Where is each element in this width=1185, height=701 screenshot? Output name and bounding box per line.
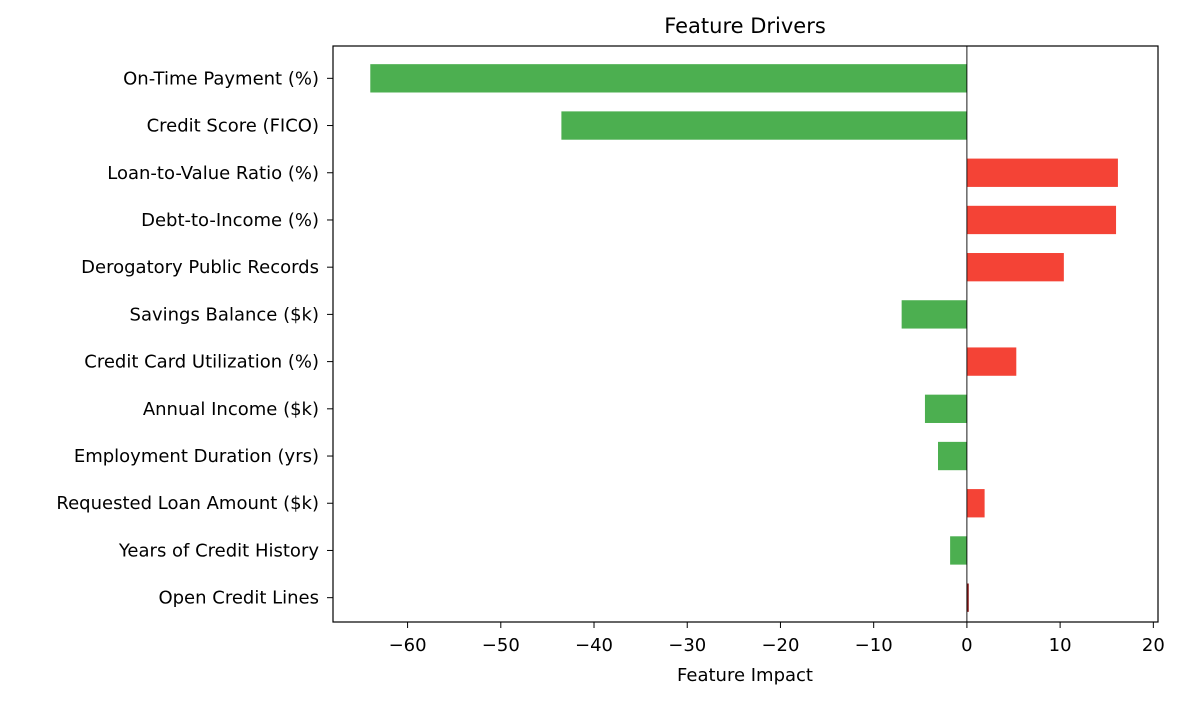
plot-frame [332, 45, 1159, 623]
y-tick-label: Annual Income ($k) [143, 399, 319, 420]
bar [938, 441, 967, 471]
y-tick-label: Savings Balance ($k) [130, 304, 319, 325]
x-axis-title: Feature Impact [677, 665, 813, 686]
y-tick-label: Credit Card Utilization (%) [84, 352, 319, 373]
bar [966, 489, 985, 518]
bar [966, 253, 1064, 282]
y-axis-ticks: On-Time Payment (%) Credit Score (FICO) Lo… [56, 68, 333, 609]
x-tick-label: 10 [1049, 635, 1072, 656]
bar [966, 158, 1118, 187]
x-tick-label: 0 [961, 635, 972, 656]
y-tick-label: Open Credit Lines [158, 588, 319, 609]
x-axis-ticks: −60 −50 −40 −30 −20 −10 0 10 20 [389, 622, 1165, 656]
x-tick-label: −10 [855, 635, 893, 656]
y-tick-label: Employment Duration (yrs) [74, 446, 319, 467]
bar [924, 394, 967, 423]
x-tick-label: −60 [389, 635, 427, 656]
x-tick-label: 20 [1142, 635, 1165, 656]
y-tick-label: On-Time Payment (%) [123, 68, 319, 89]
bar [370, 64, 967, 93]
y-tick-label: Credit Score (FICO) [147, 116, 319, 137]
chart-title: Feature Drivers [664, 14, 826, 38]
y-tick-label: Requested Loan Amount ($k) [56, 493, 319, 514]
y-tick-label: Loan-to-Value Ratio (%) [107, 163, 319, 184]
bar [966, 347, 1017, 376]
x-tick-label: −40 [575, 635, 613, 656]
bar [901, 300, 967, 329]
y-tick-label: Years of Credit History [118, 540, 320, 561]
bar [950, 536, 967, 565]
bar [966, 583, 969, 612]
bars-group [370, 64, 1118, 612]
y-tick-label: Debt-to-Income (%) [141, 210, 319, 231]
y-tick-label: Derogatory Public Records [81, 257, 319, 278]
x-tick-label: −20 [761, 635, 799, 656]
bar [966, 205, 1117, 235]
bar [561, 111, 967, 140]
x-tick-label: −50 [482, 635, 520, 656]
x-tick-label: −30 [668, 635, 706, 656]
